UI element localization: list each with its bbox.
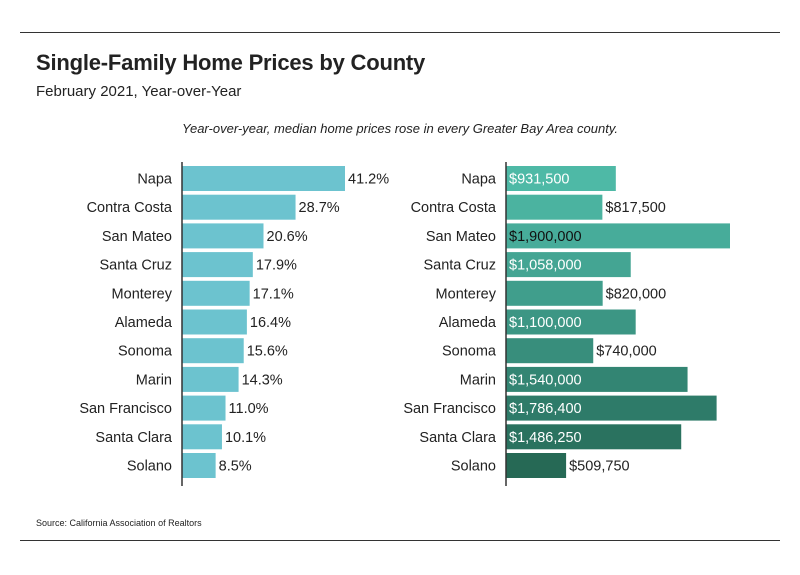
pct-bar [182, 366, 239, 392]
price-value-label: $1,540,000 [509, 372, 582, 388]
price-category-label: Sonoma [442, 344, 497, 360]
price-category-label: Napa [461, 172, 497, 188]
price-category-label: Marin [460, 372, 496, 388]
price-bar [506, 252, 631, 278]
pct-category-label: Contra Costa [87, 200, 173, 216]
pct-bar [182, 166, 345, 191]
pct-category-label: San Mateo [102, 229, 172, 245]
pct-category-label: San Francisco [79, 401, 172, 417]
pct-bar [182, 194, 296, 220]
pct-category-label: Monterey [112, 286, 173, 302]
bottom-rule [20, 540, 780, 541]
price-bar [506, 194, 603, 220]
pct-category-label: Alameda [115, 315, 173, 331]
top-rule [20, 32, 780, 33]
price-bar [506, 309, 636, 335]
price-bar [506, 166, 616, 191]
pct-value-label: 10.1% [225, 430, 266, 446]
pct-bar [182, 309, 247, 335]
price-category-label: Santa Clara [419, 430, 497, 446]
pct-value-label: 11.0% [229, 401, 269, 417]
price-category-label: Santa Cruz [423, 258, 496, 274]
pct-category-label: Marin [136, 372, 172, 388]
price-bar [506, 395, 717, 421]
pct-value-label: 16.4% [250, 315, 291, 331]
pct-value-label: 20.6% [267, 229, 308, 245]
chart-note: Year-over-year, median home prices rose … [182, 121, 618, 136]
price-category-label: Alameda [439, 315, 497, 331]
price-bar [506, 280, 603, 306]
price-value-label: $1,900,000 [509, 229, 582, 245]
pct-category-label: Solano [127, 459, 172, 475]
price-value-label: $740,000 [596, 344, 656, 360]
price-value-label: $509,750 [569, 459, 629, 475]
pct-value-label: 8.5% [219, 459, 252, 475]
pct-value-label: 15.6% [247, 344, 288, 360]
pct-category-label: Santa Clara [95, 430, 173, 446]
price-bar [506, 366, 688, 392]
pct-bar [182, 395, 226, 421]
price-category-label: San Mateo [426, 229, 496, 245]
pct-bar [182, 252, 253, 278]
pct-category-label: Santa Cruz [99, 258, 172, 274]
price-category-label: Contra Costa [411, 200, 497, 216]
chart-title: Single-Family Home Prices by County [36, 50, 426, 75]
pct-category-label: Napa [137, 172, 173, 188]
price-bar [506, 338, 594, 364]
pct-bar [182, 280, 250, 306]
price-value-label: $1,786,400 [509, 401, 582, 417]
price-value-label: $820,000 [606, 286, 666, 302]
source-note: Source: California Association of Realto… [36, 518, 202, 528]
price-bar [506, 223, 730, 249]
price-category-label: Solano [451, 459, 496, 475]
pct-value-label: 41.2% [348, 172, 389, 188]
pct-category-label: Sonoma [118, 344, 173, 360]
price-category-label: Monterey [436, 286, 497, 302]
price-value-label: $1,058,000 [509, 258, 582, 274]
price-category-label: San Francisco [403, 401, 496, 417]
price-value-label: $931,500 [509, 172, 569, 188]
pct-bar [182, 338, 244, 364]
pct-bar [182, 424, 222, 450]
price-value-label: $1,100,000 [509, 315, 582, 331]
pct-value-label: 14.3% [242, 372, 283, 388]
pct-bar [182, 223, 264, 249]
price-value-label: $1,486,250 [509, 430, 582, 446]
chart-subtitle: February 2021, Year-over-Year [36, 83, 242, 100]
pct-value-label: 17.9% [256, 258, 297, 274]
pct-value-label: 17.1% [253, 286, 294, 302]
pct-bar [182, 453, 216, 478]
price-bar [506, 424, 682, 450]
pct-value-label: 28.7% [299, 200, 340, 216]
price-bar [506, 453, 567, 478]
price-value-label: $817,500 [605, 200, 665, 216]
